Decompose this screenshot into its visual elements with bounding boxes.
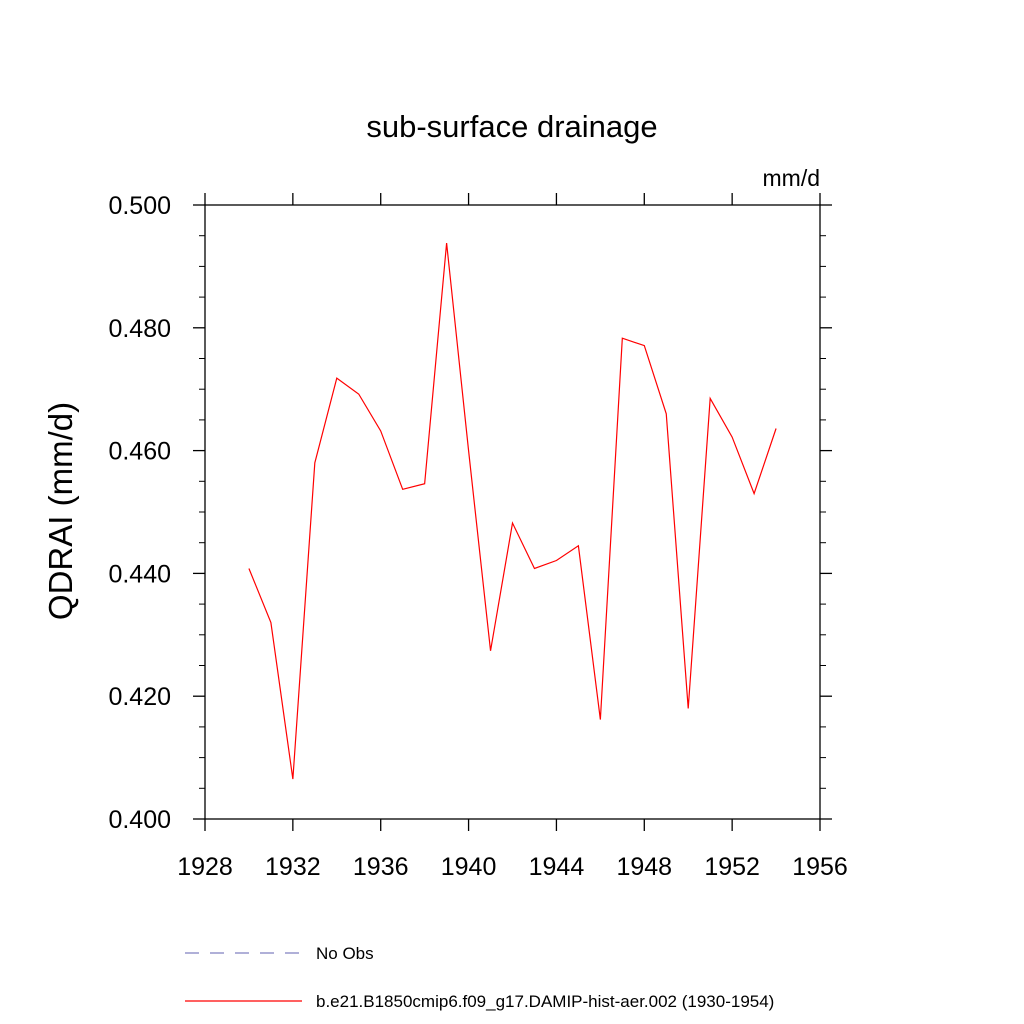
series-line	[248, 243, 777, 780]
y-axis-label: QDRAI (mm/d)	[42, 402, 79, 620]
axis-ticks	[193, 193, 832, 831]
tick-labels: 1928 1932 1936 1940 1944 1948 1952 1956 0.400 0.4…	[108, 192, 847, 881]
x-tick-label: 1940	[441, 853, 497, 881]
chart-title: sub-surface drainage	[366, 109, 657, 144]
legend: No Obs b.e21.B1850cmip6.f09_g17.DAMIP-his…	[185, 944, 774, 1011]
y-tick-label: 0.440	[108, 560, 171, 588]
x-tick-label: 1948	[616, 853, 672, 881]
y-tick-label: 0.420	[108, 683, 171, 711]
units-label: mm/d	[763, 165, 821, 191]
y-tick-label: 0.400	[108, 806, 171, 834]
y-tick-label: 0.460	[108, 438, 171, 466]
plot-lines	[248, 243, 777, 780]
x-tick-label: 1936	[353, 853, 409, 881]
y-tick-label: 0.480	[108, 315, 171, 343]
x-tick-label: 1932	[265, 853, 321, 881]
x-tick-label: 1944	[529, 853, 585, 881]
x-tick-label: 1956	[792, 853, 848, 881]
x-tick-label: 1952	[704, 853, 760, 881]
plot-frame	[204, 204, 821, 820]
x-tick-label: 1928	[177, 853, 233, 881]
legend-label: b.e21.B1850cmip6.f09_g17.DAMIP-hist-aer.…	[316, 992, 774, 1011]
y-tick-label: 0.500	[108, 192, 171, 220]
legend-label: No Obs	[316, 944, 374, 963]
